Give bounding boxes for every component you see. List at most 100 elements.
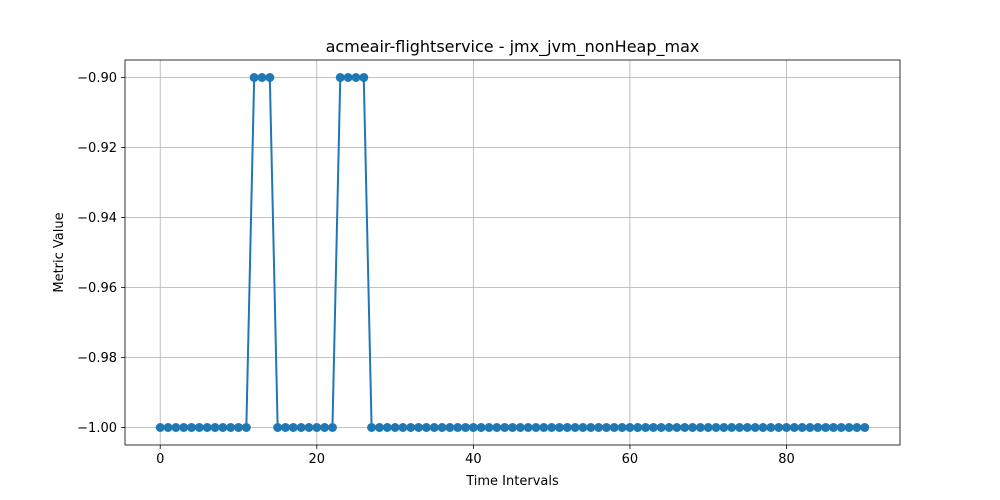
x-tick-label: 20 bbox=[309, 452, 326, 467]
data-point bbox=[390, 423, 400, 432]
data-point bbox=[484, 423, 494, 432]
data-point bbox=[688, 423, 698, 432]
axis-ticks: 0 20 40 60 80 −1.00 −0.98 −0.96 −0.94 −0.92 −0.90 bbox=[77, 71, 795, 467]
data-point bbox=[539, 423, 549, 432]
data-point bbox=[414, 423, 424, 432]
data-point bbox=[249, 73, 259, 82]
data-point bbox=[781, 423, 791, 432]
data-point bbox=[766, 423, 776, 432]
data-point bbox=[578, 423, 588, 432]
data-point bbox=[664, 423, 674, 432]
data-point bbox=[656, 423, 666, 432]
data-point bbox=[554, 423, 564, 432]
y-tick-label: −0.94 bbox=[77, 211, 117, 226]
data-point bbox=[750, 423, 760, 432]
data-point bbox=[210, 423, 220, 432]
x-tick-label: 0 bbox=[156, 452, 164, 467]
data-point bbox=[398, 423, 408, 432]
data-point bbox=[797, 423, 807, 432]
data-point bbox=[758, 423, 768, 432]
data-point bbox=[805, 423, 815, 432]
data-point bbox=[406, 423, 416, 432]
data-point bbox=[320, 423, 330, 432]
data-point bbox=[860, 423, 870, 432]
data-point bbox=[202, 423, 212, 432]
data-point bbox=[625, 423, 635, 432]
y-tick-label: −0.92 bbox=[77, 141, 117, 156]
data-point bbox=[828, 423, 838, 432]
data-point bbox=[226, 423, 236, 432]
data-point bbox=[711, 423, 721, 432]
data-point bbox=[335, 73, 345, 82]
data-point bbox=[742, 423, 752, 432]
data-point bbox=[609, 423, 619, 432]
data-point bbox=[735, 423, 745, 432]
y-tick-label: −1.00 bbox=[77, 421, 117, 436]
data-point bbox=[288, 423, 298, 432]
data-point bbox=[508, 423, 517, 432]
data-point bbox=[586, 423, 596, 432]
x-tick-label: 40 bbox=[465, 452, 482, 467]
data-point bbox=[601, 423, 611, 432]
data-point bbox=[421, 423, 431, 432]
data-point bbox=[774, 423, 784, 432]
data-point bbox=[727, 423, 737, 432]
data-point bbox=[367, 423, 377, 432]
plot-frame bbox=[124, 59, 901, 446]
data-point bbox=[852, 423, 862, 432]
y-tick-label: −0.90 bbox=[77, 71, 117, 86]
data-point bbox=[594, 423, 604, 432]
data-point bbox=[241, 423, 251, 432]
data-point bbox=[194, 423, 204, 432]
y-tick-label: −0.98 bbox=[77, 351, 117, 366]
data-point bbox=[641, 423, 651, 432]
data-point bbox=[547, 423, 557, 432]
data-point bbox=[821, 423, 831, 432]
data-point bbox=[280, 423, 290, 432]
data-point bbox=[453, 423, 463, 432]
data-point bbox=[374, 423, 384, 432]
data-point bbox=[719, 423, 729, 432]
x-tick-label: 80 bbox=[778, 452, 795, 467]
data-point bbox=[163, 423, 173, 432]
data-point bbox=[179, 423, 189, 432]
data-point bbox=[304, 423, 314, 432]
data-point bbox=[429, 423, 439, 432]
data-point bbox=[461, 423, 471, 432]
data-point bbox=[789, 423, 799, 432]
y-tick-label: −0.96 bbox=[77, 281, 117, 296]
data-point bbox=[445, 423, 455, 432]
data-point bbox=[500, 423, 510, 432]
data-point bbox=[327, 423, 337, 432]
data-point bbox=[359, 73, 369, 82]
x-axis-label: Time Intervals bbox=[465, 474, 559, 489]
y-axis-label: Metric Value bbox=[52, 212, 67, 292]
x-tick-label: 60 bbox=[622, 452, 639, 467]
data-point bbox=[570, 423, 580, 432]
data-point bbox=[672, 423, 682, 432]
data-point bbox=[437, 423, 447, 432]
data-point bbox=[836, 423, 846, 432]
data-point bbox=[695, 423, 705, 432]
data-point bbox=[155, 423, 165, 432]
data-point bbox=[382, 423, 392, 432]
data-point bbox=[680, 423, 690, 432]
data-point bbox=[468, 423, 478, 432]
data-point bbox=[171, 423, 181, 432]
data-point bbox=[476, 423, 486, 432]
data-point bbox=[844, 423, 854, 432]
data-point bbox=[523, 423, 533, 432]
data-point bbox=[218, 423, 228, 432]
data-point bbox=[296, 423, 306, 432]
chart-title: acmeair-flightservice - jmx_jvm_nonHeap_… bbox=[326, 37, 700, 57]
data-point bbox=[257, 73, 267, 82]
data-point bbox=[633, 423, 643, 432]
grid-lines bbox=[125, 60, 900, 445]
data-point bbox=[312, 423, 322, 432]
data-point bbox=[515, 423, 525, 432]
data-point bbox=[234, 423, 244, 432]
data-point bbox=[187, 423, 197, 432]
